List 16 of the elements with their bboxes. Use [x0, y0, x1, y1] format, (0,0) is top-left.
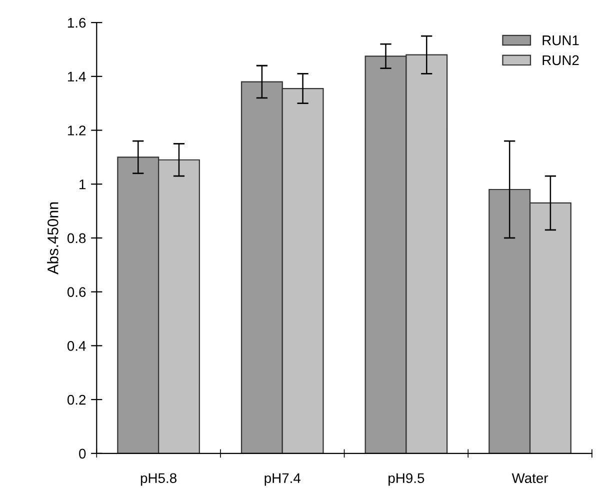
- x-tick-label: Water: [512, 473, 548, 484]
- x-tick-label: pH5.8: [140, 473, 176, 486]
- x-tick-label: pH7.4: [264, 473, 300, 486]
- x-tick-label: pH9.5: [388, 473, 424, 486]
- y-tick-label: 1: [80, 180, 86, 190]
- y-tick-label: 0.4: [67, 341, 86, 351]
- y-tick-label: 0.6: [67, 287, 86, 297]
- y-tick-label: 0: [79, 448, 86, 459]
- y-tick-label: 1.4: [68, 72, 86, 82]
- legend-label: RUN1: [542, 36, 579, 46]
- y-tick-label: 0.8: [67, 233, 86, 244]
- y-axis-title: Abs.450nn: [47, 202, 58, 274]
- y-tick-label: 0.2: [67, 394, 86, 405]
- legend-label: RUN2: [542, 55, 579, 66]
- y-tick-label: 1.6: [68, 18, 86, 28]
- y-tick-label: 1.2: [68, 126, 86, 136]
